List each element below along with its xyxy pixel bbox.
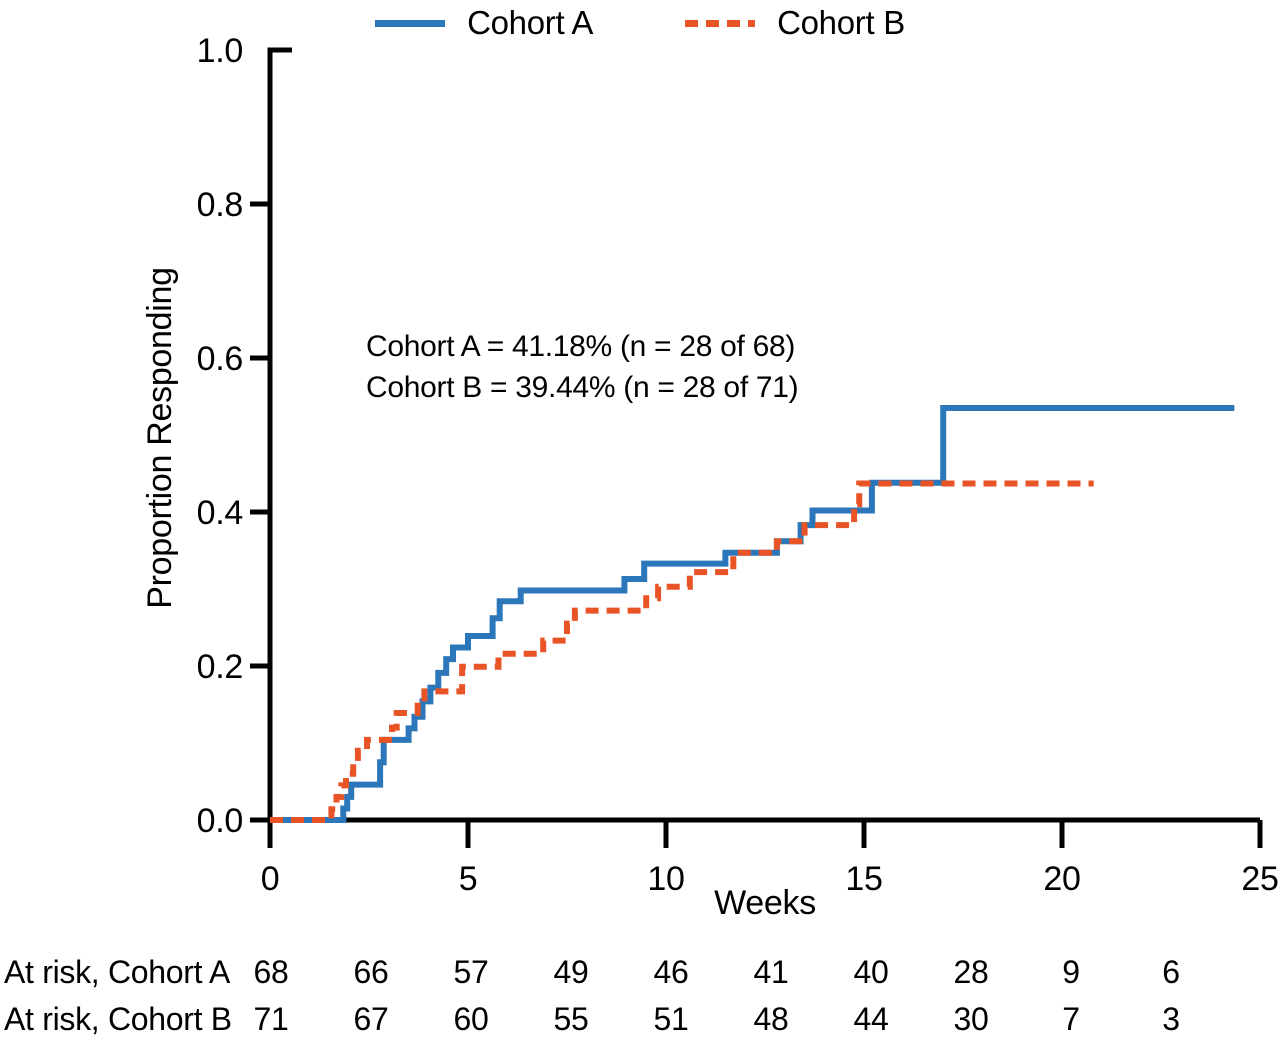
x-tick-label: 0 (261, 860, 280, 898)
x-tick-label: 15 (845, 860, 882, 898)
annotation-line-cohort-b: Cohort B = 39.44% (n = 28 of 71) (366, 371, 799, 404)
annotation-line-cohort-a: Cohort A = 41.18% (n = 28 of 68) (366, 330, 796, 363)
x-axis-title: Weeks (714, 884, 816, 922)
y-tick-label: 0.8 (197, 186, 243, 224)
y-tick-label: 1.0 (197, 32, 243, 70)
x-tick-label: 20 (1043, 860, 1080, 898)
y-tick-label: 0.0 (197, 802, 243, 840)
y-tick-label: 0.6 (197, 340, 243, 378)
at-risk-label-cohort-b: At risk, Cohort B (4, 1001, 232, 1037)
at-risk-value: 44 (853, 1001, 889, 1037)
at-risk-value: 49 (553, 954, 589, 990)
series-line-cohort-b (270, 480, 1094, 823)
legend: Cohort A Cohort B (0, 0, 1280, 46)
at-risk-value: 46 (653, 954, 689, 990)
at-risk-value: 28 (953, 954, 989, 990)
at-risk-value: 68 (253, 954, 289, 990)
at-risk-value: 55 (553, 1001, 589, 1037)
at-risk-value: 9 (1062, 954, 1080, 990)
y-tick-label: 0.2 (197, 648, 243, 686)
at-risk-value: 67 (353, 1001, 389, 1037)
legend-line-cohort-b-icon (685, 19, 756, 27)
axes (267, 47, 1260, 823)
annotation: Cohort A = 41.18% (n = 28 of 68) Cohort … (366, 326, 799, 408)
at-risk-value: 3 (1162, 1001, 1180, 1037)
legend-label-cohort-b: Cohort B (777, 4, 905, 41)
at-risk-value: 40 (853, 954, 889, 990)
at-risk-value: 41 (753, 954, 789, 990)
at-risk-value: 71 (253, 1001, 289, 1037)
at-risk-value: 57 (453, 954, 489, 990)
at-risk-value: 60 (453, 1001, 489, 1037)
at-risk-value: 66 (353, 954, 389, 990)
x-tick-label: 25 (1241, 860, 1278, 898)
at-risk-label-cohort-a: At risk, Cohort A (4, 954, 231, 990)
at-risk-value: 51 (653, 1001, 689, 1037)
series-line-cohort-a (270, 405, 1235, 823)
at-risk-value: 6 (1162, 954, 1180, 990)
x-tick-label: 10 (647, 860, 684, 898)
at-risk-value: 48 (753, 1001, 789, 1037)
legend-label-cohort-a: Cohort A (467, 4, 594, 41)
at-risk-value: 7 (1062, 1001, 1080, 1037)
legend-line-cohort-a-icon (375, 19, 446, 27)
km-plot: 0.0 0.2 0.4 0.6 0.8 1.0 0 5 10 15 20 25 (197, 32, 1279, 898)
at-risk-row-2: At risk, Cohort B 71 67 60 55 51 48 44 30 7 3 (0, 998, 1280, 1040)
at-risk-value: 30 (953, 1001, 989, 1037)
at-risk-row-1: At risk, Cohort A 68 66 57 49 46 41 40 28 9 6 (0, 951, 1280, 993)
x-tick-label: 5 (459, 860, 478, 898)
y-tick-label: 0.4 (197, 494, 243, 532)
